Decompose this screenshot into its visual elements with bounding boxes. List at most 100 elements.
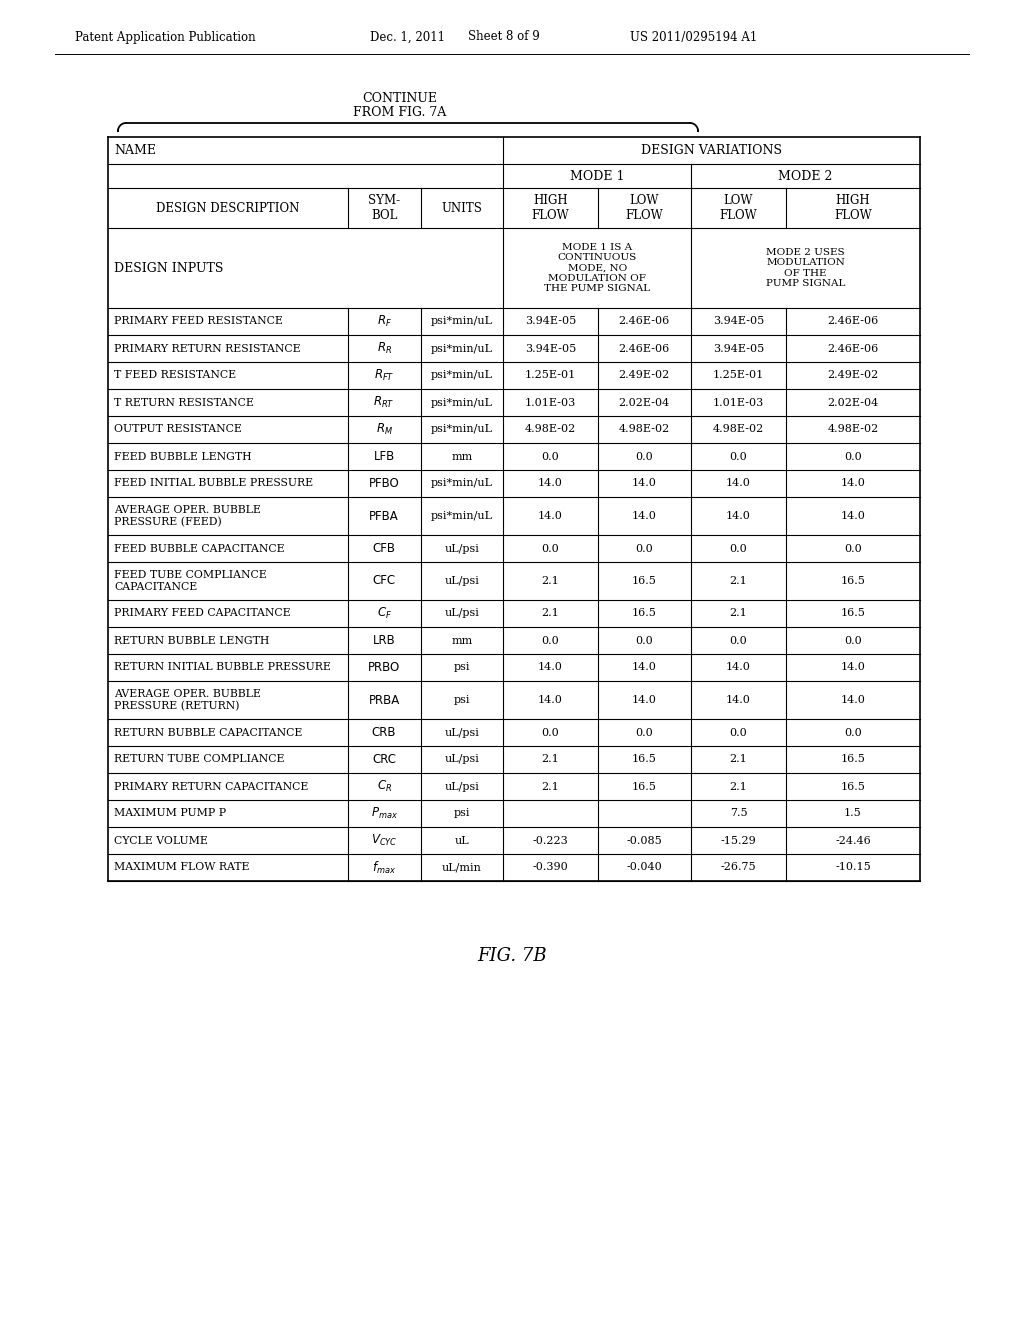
Text: 4.98E-02: 4.98E-02	[827, 425, 879, 434]
Text: psi*min/uL: psi*min/uL	[431, 371, 493, 380]
Text: 1.25E-01: 1.25E-01	[713, 371, 764, 380]
Text: 2.46E-06: 2.46E-06	[827, 317, 879, 326]
Text: -0.040: -0.040	[627, 862, 663, 873]
Text: PFBA: PFBA	[370, 510, 399, 523]
Text: DESIGN VARIATIONS: DESIGN VARIATIONS	[641, 144, 782, 157]
Text: 16.5: 16.5	[632, 781, 656, 792]
Text: 1.5: 1.5	[844, 808, 862, 818]
Text: FROM FIG. 7A: FROM FIG. 7A	[353, 106, 446, 119]
Text: RETURN INITIAL BUBBLE PRESSURE: RETURN INITIAL BUBBLE PRESSURE	[114, 663, 331, 672]
Text: 2.1: 2.1	[730, 781, 748, 792]
Text: 14.0: 14.0	[632, 663, 656, 672]
Text: 0.0: 0.0	[730, 635, 748, 645]
Text: 14.0: 14.0	[726, 511, 751, 521]
Text: -10.15: -10.15	[836, 862, 870, 873]
Text: 2.49E-02: 2.49E-02	[618, 371, 670, 380]
Text: 14.0: 14.0	[632, 479, 656, 488]
Text: $f_{max}$: $f_{max}$	[372, 859, 396, 875]
Text: uL/psi: uL/psi	[444, 727, 479, 738]
Text: 14.0: 14.0	[841, 663, 865, 672]
Text: -0.223: -0.223	[532, 836, 568, 846]
Text: 2.1: 2.1	[730, 609, 748, 619]
Text: 14.0: 14.0	[538, 663, 563, 672]
Text: 3.94E-05: 3.94E-05	[713, 343, 764, 354]
Text: $R_{RT}$: $R_{RT}$	[374, 395, 395, 411]
Text: 16.5: 16.5	[632, 576, 656, 586]
Text: uL/psi: uL/psi	[444, 609, 479, 619]
Text: 2.1: 2.1	[542, 576, 559, 586]
Text: 0.0: 0.0	[636, 451, 653, 462]
Text: 0.0: 0.0	[730, 727, 748, 738]
Text: MAXIMUM FLOW RATE: MAXIMUM FLOW RATE	[114, 862, 250, 873]
Text: 2.1: 2.1	[542, 609, 559, 619]
Text: PFBO: PFBO	[369, 477, 399, 490]
Text: PRIMARY FEED RESISTANCE: PRIMARY FEED RESISTANCE	[114, 317, 283, 326]
Text: psi*min/uL: psi*min/uL	[431, 397, 493, 408]
Text: 14.0: 14.0	[538, 511, 563, 521]
Text: HIGH
FLOW: HIGH FLOW	[531, 194, 569, 222]
Text: mm: mm	[452, 451, 473, 462]
Text: RETURN BUBBLE CAPACITANCE: RETURN BUBBLE CAPACITANCE	[114, 727, 302, 738]
Text: 7.5: 7.5	[730, 808, 748, 818]
Text: $C_R$: $C_R$	[377, 779, 391, 795]
Text: psi*min/uL: psi*min/uL	[431, 511, 493, 521]
Text: 2.46E-06: 2.46E-06	[618, 317, 670, 326]
Text: FEED TUBE COMPLIANCE
CAPACITANCE: FEED TUBE COMPLIANCE CAPACITANCE	[114, 570, 266, 591]
Text: FEED BUBBLE CAPACITANCE: FEED BUBBLE CAPACITANCE	[114, 544, 285, 553]
Text: LFB: LFB	[374, 450, 394, 463]
Text: 0.0: 0.0	[844, 544, 862, 553]
Text: uL/psi: uL/psi	[444, 781, 479, 792]
Text: PRIMARY RETURN CAPACITANCE: PRIMARY RETURN CAPACITANCE	[114, 781, 308, 792]
Text: HIGH
FLOW: HIGH FLOW	[835, 194, 871, 222]
Text: psi: psi	[454, 663, 470, 672]
Text: 0.0: 0.0	[844, 451, 862, 462]
Text: 0.0: 0.0	[542, 451, 559, 462]
Text: 0.0: 0.0	[844, 635, 862, 645]
Text: 16.5: 16.5	[632, 755, 656, 764]
Text: $V_{CYC}$: $V_{CYC}$	[371, 833, 397, 847]
Text: SYM-
BOL: SYM- BOL	[368, 194, 400, 222]
Text: AVERAGE OPER. BUBBLE
PRESSURE (FEED): AVERAGE OPER. BUBBLE PRESSURE (FEED)	[114, 506, 261, 527]
Text: DESIGN INPUTS: DESIGN INPUTS	[114, 261, 223, 275]
Text: 0.0: 0.0	[730, 451, 748, 462]
Text: 1.01E-03: 1.01E-03	[713, 397, 764, 408]
Text: uL/min: uL/min	[442, 862, 482, 873]
Text: MODE 1 IS A
CONTINUOUS
MODE, NO
MODULATION OF
THE PUMP SIGNAL: MODE 1 IS A CONTINUOUS MODE, NO MODULATI…	[544, 243, 650, 293]
Text: uL: uL	[455, 836, 469, 846]
Text: 2.1: 2.1	[542, 781, 559, 792]
Text: FEED BUBBLE LENGTH: FEED BUBBLE LENGTH	[114, 451, 252, 462]
Text: 14.0: 14.0	[538, 696, 563, 705]
Text: 14.0: 14.0	[726, 696, 751, 705]
Text: 16.5: 16.5	[632, 609, 656, 619]
Text: 1.01E-03: 1.01E-03	[525, 397, 577, 408]
Text: OUTPUT RESISTANCE: OUTPUT RESISTANCE	[114, 425, 242, 434]
Text: 1.25E-01: 1.25E-01	[525, 371, 577, 380]
Text: DESIGN DESCRIPTION: DESIGN DESCRIPTION	[156, 202, 299, 214]
Text: PRIMARY FEED CAPACITANCE: PRIMARY FEED CAPACITANCE	[114, 609, 291, 619]
Text: 4.98E-02: 4.98E-02	[618, 425, 670, 434]
Text: MODE 2: MODE 2	[778, 169, 833, 182]
Text: 14.0: 14.0	[726, 479, 751, 488]
Text: 16.5: 16.5	[841, 576, 865, 586]
Text: 2.46E-06: 2.46E-06	[618, 343, 670, 354]
Text: CRB: CRB	[372, 726, 396, 739]
Text: PRBO: PRBO	[368, 661, 400, 675]
Text: US 2011/0295194 A1: US 2011/0295194 A1	[630, 30, 758, 44]
Text: 0.0: 0.0	[636, 544, 653, 553]
Text: T FEED RESISTANCE: T FEED RESISTANCE	[114, 371, 237, 380]
Text: -26.75: -26.75	[721, 862, 757, 873]
Text: 14.0: 14.0	[841, 479, 865, 488]
Text: 14.0: 14.0	[841, 511, 865, 521]
Text: CONTINUE: CONTINUE	[362, 91, 437, 104]
Text: -24.46: -24.46	[836, 836, 870, 846]
Text: -0.085: -0.085	[627, 836, 663, 846]
Text: CYCLE VOLUME: CYCLE VOLUME	[114, 836, 208, 846]
Text: $R_R$: $R_R$	[377, 341, 391, 356]
Text: 3.94E-05: 3.94E-05	[525, 317, 577, 326]
Text: CRC: CRC	[372, 752, 396, 766]
Text: 14.0: 14.0	[632, 696, 656, 705]
Text: RETURN TUBE COMPLIANCE: RETURN TUBE COMPLIANCE	[114, 755, 285, 764]
Text: MODE 2 USES
MODULATION
OF THE
PUMP SIGNAL: MODE 2 USES MODULATION OF THE PUMP SIGNA…	[766, 248, 845, 288]
Text: PRBA: PRBA	[369, 693, 399, 706]
Text: 2.49E-02: 2.49E-02	[827, 371, 879, 380]
